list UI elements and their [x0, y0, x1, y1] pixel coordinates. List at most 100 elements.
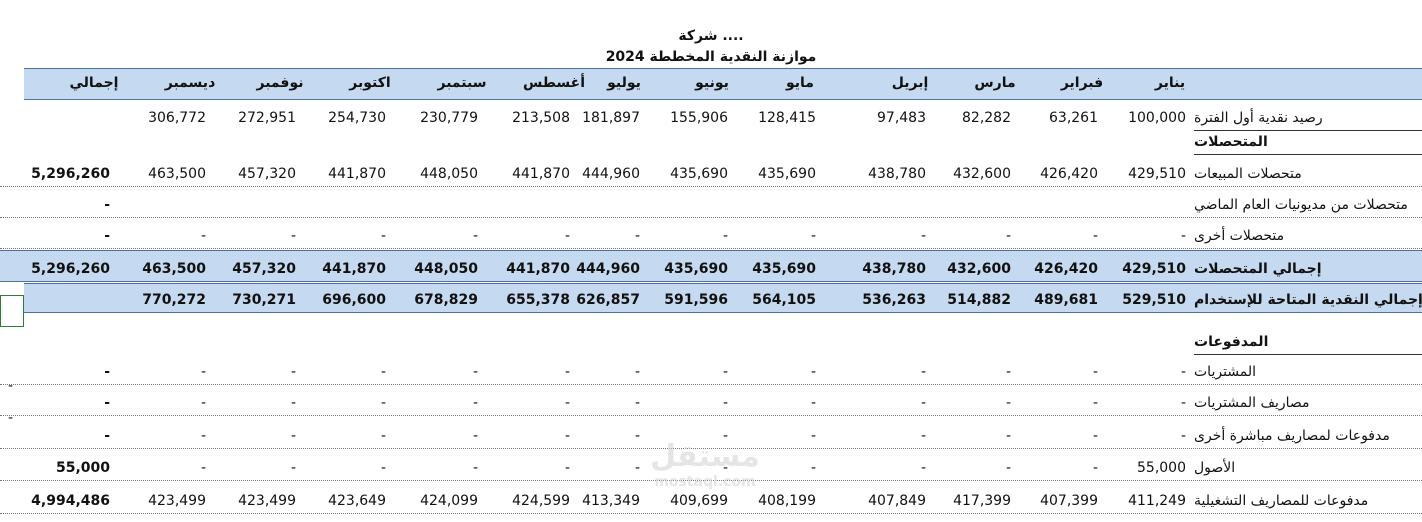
value-cell[interactable]: - [380, 395, 386, 411]
selected-cell[interactable] [0, 295, 24, 327]
value-cell[interactable]: - [200, 460, 206, 476]
value-cell[interactable] [482, 132, 570, 154]
value-cell[interactable]: 435,690 [752, 261, 816, 277]
value-cell[interactable]: 529,510 [1122, 292, 1186, 308]
value-cell[interactable] [640, 189, 728, 217]
value-cell[interactable]: - [290, 460, 296, 476]
value-cell[interactable]: 409,699 [670, 493, 728, 509]
value-cell[interactable]: - [564, 228, 570, 244]
value-cell[interactable]: - [810, 395, 816, 411]
value-cell[interactable]: 696,600 [322, 292, 386, 308]
value-cell[interactable] [838, 324, 926, 354]
value-cell[interactable] [1010, 324, 1098, 354]
value-cell[interactable]: - [920, 364, 926, 380]
value-cell[interactable]: 591,596 [664, 292, 728, 308]
value-cell[interactable]: - [290, 228, 296, 244]
value-cell[interactable] [728, 324, 816, 354]
value-cell[interactable]: - [1092, 460, 1098, 476]
value-cell[interactable]: 441,870 [506, 261, 570, 277]
value-cell[interactable]: 438,780 [868, 166, 926, 182]
value-cell[interactable]: 423,649 [328, 493, 386, 509]
value-cell[interactable] [923, 132, 1011, 154]
value-cell[interactable]: - [634, 364, 640, 380]
value-cell[interactable]: 413,349 [582, 493, 640, 509]
value-cell[interactable]: 424,099 [420, 493, 478, 509]
value-cell[interactable]: - [472, 364, 478, 380]
value-cell[interactable]: - [1005, 228, 1011, 244]
value-cell[interactable]: - [1180, 364, 1186, 380]
value-cell[interactable]: - [810, 364, 816, 380]
value-cell[interactable]: 564,105 [752, 292, 816, 308]
value-cell[interactable]: 626,857 [576, 292, 640, 308]
value-cell[interactable]: - [1005, 460, 1011, 476]
value-cell[interactable] [208, 132, 296, 154]
total-cell[interactable]: 5,296,260 [31, 166, 110, 182]
value-cell[interactable]: - [200, 228, 206, 244]
value-cell[interactable]: 438,780 [862, 261, 926, 277]
value-cell[interactable]: - [722, 460, 728, 476]
value-cell[interactable]: - [380, 428, 386, 444]
value-cell[interactable] [1010, 132, 1098, 154]
value-cell[interactable]: 441,870 [328, 166, 386, 182]
total-cell[interactable] [22, 324, 110, 354]
value-cell[interactable]: 463,500 [148, 166, 206, 182]
value-cell[interactable]: 306,772 [148, 110, 206, 126]
value-cell[interactable]: - [634, 428, 640, 444]
value-cell[interactable]: 407,849 [868, 493, 926, 509]
value-cell[interactable]: - [380, 460, 386, 476]
value-cell[interactable]: - [920, 460, 926, 476]
value-cell[interactable] [1098, 189, 1186, 217]
value-cell[interactable]: - [722, 364, 728, 380]
value-cell[interactable]: - [564, 395, 570, 411]
value-cell[interactable]: - [1180, 395, 1186, 411]
value-cell[interactable]: 444,960 [582, 166, 640, 182]
value-cell[interactable]: - [200, 395, 206, 411]
value-cell[interactable]: - [1005, 428, 1011, 444]
value-cell[interactable]: 230,779 [420, 110, 478, 126]
value-cell[interactable] [118, 189, 206, 217]
value-cell[interactable]: - [920, 428, 926, 444]
value-cell[interactable]: 63,261 [1049, 110, 1098, 126]
total-cell[interactable]: 4,994,486 [31, 493, 110, 509]
value-cell[interactable]: - [810, 460, 816, 476]
value-cell[interactable]: 100,000 [1128, 110, 1186, 126]
value-cell[interactable]: 429,510 [1128, 166, 1186, 182]
value-cell[interactable]: 448,050 [420, 166, 478, 182]
value-cell[interactable]: 432,600 [947, 261, 1011, 277]
value-cell[interactable]: - [1092, 395, 1098, 411]
value-cell[interactable]: - [920, 395, 926, 411]
value-cell[interactable] [118, 324, 206, 354]
value-cell[interactable]: - [564, 428, 570, 444]
value-cell[interactable]: - [1005, 395, 1011, 411]
value-cell[interactable] [923, 324, 1011, 354]
value-cell[interactable] [390, 324, 478, 354]
value-cell[interactable]: - [564, 460, 570, 476]
value-cell[interactable]: - [1092, 364, 1098, 380]
value-cell[interactable]: - [810, 428, 816, 444]
value-cell[interactable] [838, 132, 926, 154]
value-cell[interactable]: 424,599 [512, 493, 570, 509]
value-cell[interactable] [1098, 324, 1186, 354]
total-cell[interactable]: - [104, 428, 110, 444]
value-cell[interactable]: 272,951 [238, 110, 296, 126]
value-cell[interactable]: - [472, 228, 478, 244]
value-cell[interactable]: 678,829 [414, 292, 478, 308]
value-cell[interactable]: - [634, 460, 640, 476]
value-cell[interactable] [728, 132, 816, 154]
value-cell[interactable]: - [722, 395, 728, 411]
value-cell[interactable]: 457,320 [238, 166, 296, 182]
value-cell[interactable]: 82,282 [962, 110, 1011, 126]
value-cell[interactable]: - [290, 428, 296, 444]
value-cell[interactable] [390, 132, 478, 154]
value-cell[interactable]: 97,483 [877, 110, 926, 126]
value-cell[interactable] [118, 132, 206, 154]
value-cell[interactable]: - [722, 428, 728, 444]
value-cell[interactable]: - [810, 228, 816, 244]
total-cell[interactable]: - [104, 395, 110, 411]
value-cell[interactable]: - [200, 428, 206, 444]
value-cell[interactable]: - [1092, 228, 1098, 244]
value-cell[interactable]: 448,050 [414, 261, 478, 277]
value-cell[interactable]: 426,420 [1040, 166, 1098, 182]
value-cell[interactable]: 536,263 [862, 292, 926, 308]
value-cell[interactable] [208, 189, 296, 217]
